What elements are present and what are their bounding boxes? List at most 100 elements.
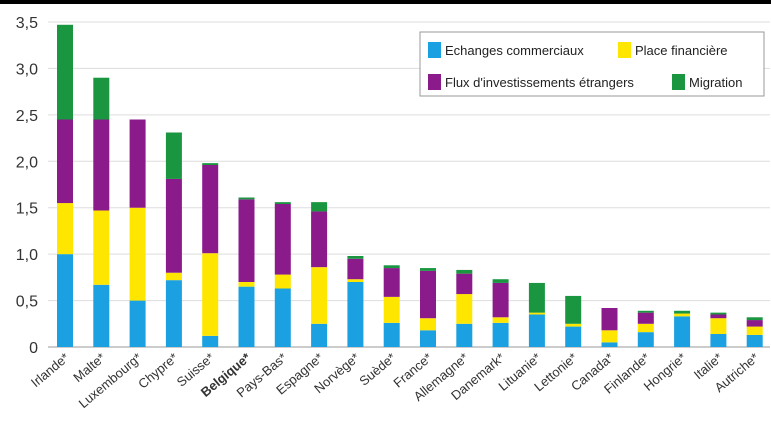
bar-segment — [274, 204, 291, 275]
bar-segment — [383, 265, 400, 269]
legend-swatch — [618, 42, 631, 58]
bar-segment — [674, 313, 691, 317]
bar-segment — [420, 268, 436, 271]
legend-label: Echanges commerciaux — [445, 43, 584, 58]
bar-segment — [456, 269, 473, 274]
bar-segment — [710, 312, 727, 315]
y-tick-label: 0 — [29, 340, 38, 357]
legend: Echanges commerciaux Place financière Flux… — [419, 31, 765, 97]
bar-segment — [746, 326, 763, 335]
bar-segment — [165, 132, 182, 179]
bar-segment — [383, 322, 400, 347]
bar-segment — [274, 202, 291, 204]
legend-box — [419, 31, 765, 97]
y-tick-label: 0,5 — [16, 294, 38, 311]
bar-segment — [492, 279, 509, 283]
bar-segment — [601, 330, 618, 343]
bar-segment — [238, 197, 255, 200]
bar-segment — [311, 202, 328, 212]
bar-segment — [202, 335, 219, 347]
legend-swatch — [428, 42, 441, 58]
bar-segment — [129, 207, 146, 301]
legend-swatch — [428, 74, 441, 90]
y-tick-label: 3,5 — [16, 15, 38, 32]
bar-segment — [420, 270, 436, 319]
bar-segment — [57, 119, 73, 204]
bar-segment — [57, 24, 73, 120]
bars — [57, 24, 763, 347]
bar-segment — [274, 274, 291, 289]
bar-segment — [492, 322, 509, 347]
bar-segment — [347, 279, 364, 282]
top-rule — [0, 0, 771, 4]
bar-segment — [637, 310, 654, 313]
bar-segment — [637, 323, 654, 333]
bar-segment — [528, 314, 545, 347]
bar-segment — [565, 295, 582, 324]
bar-segment — [746, 317, 763, 321]
bar-segment — [674, 316, 691, 347]
bar-segment — [129, 119, 146, 208]
bar-segment — [274, 288, 291, 347]
bar-segment — [420, 318, 436, 331]
x-tick-labels: Irlande*Malte*Luxembourg*Chypre*Suisse*B… — [28, 349, 762, 411]
y-tick-labels: 0 0,5 1,0 1,5 2,0 2,5 3,0 3,5 — [16, 15, 38, 357]
bar-segment — [347, 256, 364, 259]
bar-segment — [202, 165, 219, 254]
bar-segment — [383, 268, 400, 297]
bar-segment — [57, 254, 73, 347]
bar-segment — [347, 282, 364, 347]
legend-label: Flux d'investissements étrangers — [445, 75, 634, 90]
bar-segment — [601, 342, 618, 347]
bar-segment — [637, 332, 654, 347]
bar-segment — [710, 334, 727, 347]
bar-segment — [238, 199, 255, 282]
bar-segment — [347, 258, 364, 280]
bar-segment — [565, 326, 582, 347]
bar-segment — [674, 310, 691, 314]
y-tick-label: 2,0 — [16, 154, 38, 171]
y-tick-label: 1,0 — [16, 247, 38, 264]
bar-segment — [165, 280, 182, 347]
bar-segment — [456, 294, 473, 324]
bar-segment — [637, 312, 654, 324]
bar-segment — [238, 286, 255, 347]
bar-segment — [456, 323, 473, 347]
bar-segment — [746, 320, 763, 327]
bar-segment — [93, 77, 110, 120]
bar-segment — [492, 282, 509, 318]
x-tick-label: Suède* — [356, 350, 398, 389]
bar-segment — [420, 330, 436, 347]
bar-segment — [710, 314, 727, 319]
bar-segment — [528, 282, 545, 313]
bar-segment — [129, 300, 146, 347]
bar-segment — [311, 211, 328, 268]
y-tick-label: 3,0 — [16, 61, 38, 78]
bar-segment — [93, 119, 110, 211]
bar-segment — [202, 253, 219, 336]
bar-segment — [601, 308, 618, 331]
bar-segment — [165, 178, 182, 273]
bar-segment — [93, 210, 110, 285]
bar-segment — [57, 203, 73, 255]
bar-segment — [492, 317, 509, 323]
bar-segment — [238, 282, 255, 287]
bar-segment — [528, 312, 545, 315]
legend-label: Migration — [689, 75, 742, 90]
bar-segment — [311, 267, 328, 324]
bar-segment — [202, 163, 219, 165]
x-tick-label: Chypre* — [135, 350, 181, 392]
legend-label: Place financière — [635, 43, 728, 58]
x-tick-label: Luxembourg* — [76, 350, 145, 411]
y-tick-label: 1,5 — [16, 201, 38, 218]
legend-swatch — [672, 74, 685, 90]
bar-segment — [746, 334, 763, 347]
bar-segment — [311, 323, 328, 347]
y-tick-label: 2,5 — [16, 108, 38, 125]
bar-segment — [456, 273, 473, 295]
bar-segment — [710, 318, 727, 334]
bar-segment — [383, 296, 400, 323]
bar-segment — [565, 323, 582, 327]
bar-segment — [93, 284, 110, 347]
